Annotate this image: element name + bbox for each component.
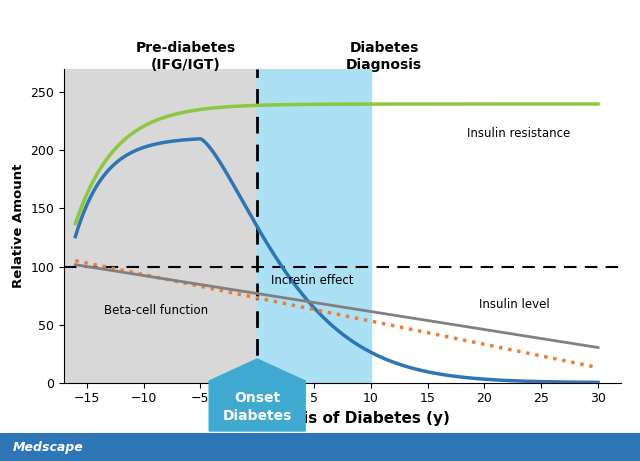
Text: Incretin effect: Incretin effect <box>271 274 353 287</box>
Text: Onset: Onset <box>234 391 280 405</box>
Polygon shape <box>209 359 305 431</box>
Text: Diabetes
Diagnosis: Diabetes Diagnosis <box>346 41 422 72</box>
Bar <box>257 69 371 383</box>
Text: Beta-cell function: Beta-cell function <box>104 304 208 317</box>
Text: Medscape: Medscape <box>13 441 84 454</box>
Text: Diabetes: Diabetes <box>223 409 292 423</box>
Text: Insulin resistance: Insulin resistance <box>467 126 571 140</box>
Bar <box>64 69 257 383</box>
Text: Insulin level: Insulin level <box>479 298 550 311</box>
Y-axis label: Relative Amount: Relative Amount <box>12 164 25 288</box>
Text: Pre-diabetes
(IFG/IGT): Pre-diabetes (IFG/IGT) <box>136 41 236 72</box>
X-axis label: Diagnosis of Diabetes (y): Diagnosis of Diabetes (y) <box>234 411 451 426</box>
